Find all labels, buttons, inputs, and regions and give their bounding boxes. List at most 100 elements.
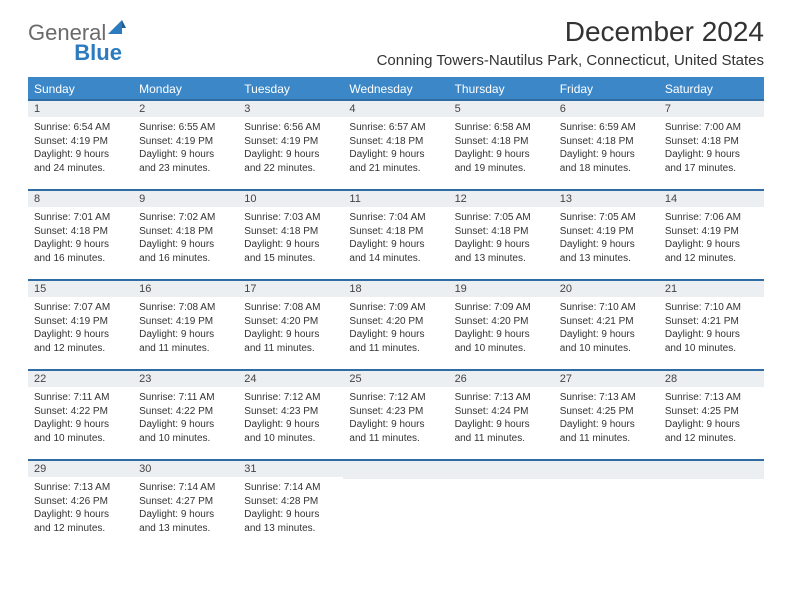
sunrise-text: Sunrise: 6:57 AM [349, 121, 442, 135]
sunrise-text: Sunrise: 7:13 AM [34, 481, 127, 495]
sunset-text: Sunset: 4:18 PM [244, 225, 337, 239]
daylight-text: Daylight: 9 hours and 12 minutes. [665, 238, 758, 265]
sunrise-text: Sunrise: 7:14 AM [244, 481, 337, 495]
calendar-day-cell: 22Sunrise: 7:11 AMSunset: 4:22 PMDayligh… [28, 370, 133, 460]
day-details [659, 479, 764, 489]
daylight-text: Daylight: 9 hours and 21 minutes. [349, 148, 442, 175]
sunrise-text: Sunrise: 6:58 AM [455, 121, 548, 135]
sunrise-text: Sunrise: 7:07 AM [34, 301, 127, 315]
day-details: Sunrise: 7:14 AMSunset: 4:28 PMDaylight:… [238, 477, 343, 541]
calendar-day-cell [343, 460, 448, 549]
logo-sail-icon [108, 14, 126, 30]
day-details: Sunrise: 7:13 AMSunset: 4:25 PMDaylight:… [554, 387, 659, 451]
day-number [343, 461, 448, 479]
day-number: 11 [343, 191, 448, 207]
weekday-header: Saturday [659, 78, 764, 100]
weekday-header: Wednesday [343, 78, 448, 100]
day-number: 20 [554, 281, 659, 297]
day-details: Sunrise: 7:12 AMSunset: 4:23 PMDaylight:… [238, 387, 343, 451]
day-number [449, 461, 554, 479]
sunrise-text: Sunrise: 7:13 AM [560, 391, 653, 405]
sunset-text: Sunset: 4:18 PM [665, 135, 758, 149]
calendar-day-cell: 2Sunrise: 6:55 AMSunset: 4:19 PMDaylight… [133, 100, 238, 190]
daylight-text: Daylight: 9 hours and 16 minutes. [139, 238, 232, 265]
calendar-day-cell: 14Sunrise: 7:06 AMSunset: 4:19 PMDayligh… [659, 190, 764, 280]
sunset-text: Sunset: 4:25 PM [665, 405, 758, 419]
day-details [343, 479, 448, 489]
calendar-day-cell: 19Sunrise: 7:09 AMSunset: 4:20 PMDayligh… [449, 280, 554, 370]
day-number: 19 [449, 281, 554, 297]
daylight-text: Daylight: 9 hours and 10 minutes. [244, 418, 337, 445]
calendar-day-cell: 10Sunrise: 7:03 AMSunset: 4:18 PMDayligh… [238, 190, 343, 280]
sunset-text: Sunset: 4:23 PM [349, 405, 442, 419]
daylight-text: Daylight: 9 hours and 10 minutes. [455, 328, 548, 355]
day-number: 7 [659, 101, 764, 117]
daylight-text: Daylight: 9 hours and 10 minutes. [139, 418, 232, 445]
sunrise-text: Sunrise: 7:04 AM [349, 211, 442, 225]
sunrise-text: Sunrise: 6:55 AM [139, 121, 232, 135]
daylight-text: Daylight: 9 hours and 14 minutes. [349, 238, 442, 265]
daylight-text: Daylight: 9 hours and 11 minutes. [244, 328, 337, 355]
day-number: 28 [659, 371, 764, 387]
day-details: Sunrise: 7:08 AMSunset: 4:20 PMDaylight:… [238, 297, 343, 361]
sunrise-text: Sunrise: 7:09 AM [455, 301, 548, 315]
daylight-text: Daylight: 9 hours and 13 minutes. [455, 238, 548, 265]
sunset-text: Sunset: 4:25 PM [560, 405, 653, 419]
sunset-text: Sunset: 4:19 PM [34, 315, 127, 329]
daylight-text: Daylight: 9 hours and 18 minutes. [560, 148, 653, 175]
day-details: Sunrise: 7:10 AMSunset: 4:21 PMDaylight:… [659, 297, 764, 361]
weekday-header: Tuesday [238, 78, 343, 100]
sunrise-text: Sunrise: 7:03 AM [244, 211, 337, 225]
day-details [449, 479, 554, 489]
day-details: Sunrise: 7:02 AMSunset: 4:18 PMDaylight:… [133, 207, 238, 271]
calendar-week-row: 22Sunrise: 7:11 AMSunset: 4:22 PMDayligh… [28, 370, 764, 460]
sunset-text: Sunset: 4:18 PM [560, 135, 653, 149]
sunset-text: Sunset: 4:26 PM [34, 495, 127, 509]
calendar-day-cell: 8Sunrise: 7:01 AMSunset: 4:18 PMDaylight… [28, 190, 133, 280]
day-number: 24 [238, 371, 343, 387]
day-details: Sunrise: 7:13 AMSunset: 4:26 PMDaylight:… [28, 477, 133, 541]
title-block: December 2024 Conning Towers-Nautilus Pa… [377, 16, 764, 77]
calendar-day-cell: 9Sunrise: 7:02 AMSunset: 4:18 PMDaylight… [133, 190, 238, 280]
sunset-text: Sunset: 4:21 PM [665, 315, 758, 329]
daylight-text: Daylight: 9 hours and 22 minutes. [244, 148, 337, 175]
calendar-page: General Blue December 2024 Conning Tower… [0, 0, 792, 565]
sunset-text: Sunset: 4:27 PM [139, 495, 232, 509]
day-number: 18 [343, 281, 448, 297]
sunrise-text: Sunrise: 7:10 AM [665, 301, 758, 315]
calendar-day-cell: 18Sunrise: 7:09 AMSunset: 4:20 PMDayligh… [343, 280, 448, 370]
day-number: 25 [343, 371, 448, 387]
weekday-header: Sunday [28, 78, 133, 100]
sunrise-text: Sunrise: 7:12 AM [244, 391, 337, 405]
day-number: 16 [133, 281, 238, 297]
calendar-day-cell: 7Sunrise: 7:00 AMSunset: 4:18 PMDaylight… [659, 100, 764, 190]
day-details: Sunrise: 7:04 AMSunset: 4:18 PMDaylight:… [343, 207, 448, 271]
sunrise-text: Sunrise: 7:13 AM [455, 391, 548, 405]
day-number: 23 [133, 371, 238, 387]
calendar-day-cell [659, 460, 764, 549]
day-number: 27 [554, 371, 659, 387]
daylight-text: Daylight: 9 hours and 12 minutes. [665, 418, 758, 445]
daylight-text: Daylight: 9 hours and 13 minutes. [244, 508, 337, 535]
day-number [659, 461, 764, 479]
sunrise-text: Sunrise: 7:12 AM [349, 391, 442, 405]
sunset-text: Sunset: 4:18 PM [139, 225, 232, 239]
calendar-day-cell: 25Sunrise: 7:12 AMSunset: 4:23 PMDayligh… [343, 370, 448, 460]
daylight-text: Daylight: 9 hours and 17 minutes. [665, 148, 758, 175]
calendar-day-cell: 3Sunrise: 6:56 AMSunset: 4:19 PMDaylight… [238, 100, 343, 190]
day-number: 30 [133, 461, 238, 477]
day-details: Sunrise: 6:54 AMSunset: 4:19 PMDaylight:… [28, 117, 133, 181]
day-details: Sunrise: 7:08 AMSunset: 4:19 PMDaylight:… [133, 297, 238, 361]
day-number: 31 [238, 461, 343, 477]
sunset-text: Sunset: 4:18 PM [34, 225, 127, 239]
sunset-text: Sunset: 4:18 PM [455, 135, 548, 149]
calendar-day-cell: 23Sunrise: 7:11 AMSunset: 4:22 PMDayligh… [133, 370, 238, 460]
day-details: Sunrise: 7:13 AMSunset: 4:25 PMDaylight:… [659, 387, 764, 451]
day-details: Sunrise: 7:09 AMSunset: 4:20 PMDaylight:… [449, 297, 554, 361]
calendar-day-cell: 20Sunrise: 7:10 AMSunset: 4:21 PMDayligh… [554, 280, 659, 370]
sunrise-text: Sunrise: 7:11 AM [34, 391, 127, 405]
sunset-text: Sunset: 4:20 PM [244, 315, 337, 329]
day-details: Sunrise: 7:11 AMSunset: 4:22 PMDaylight:… [28, 387, 133, 451]
calendar-day-cell: 6Sunrise: 6:59 AMSunset: 4:18 PMDaylight… [554, 100, 659, 190]
sunset-text: Sunset: 4:18 PM [349, 225, 442, 239]
